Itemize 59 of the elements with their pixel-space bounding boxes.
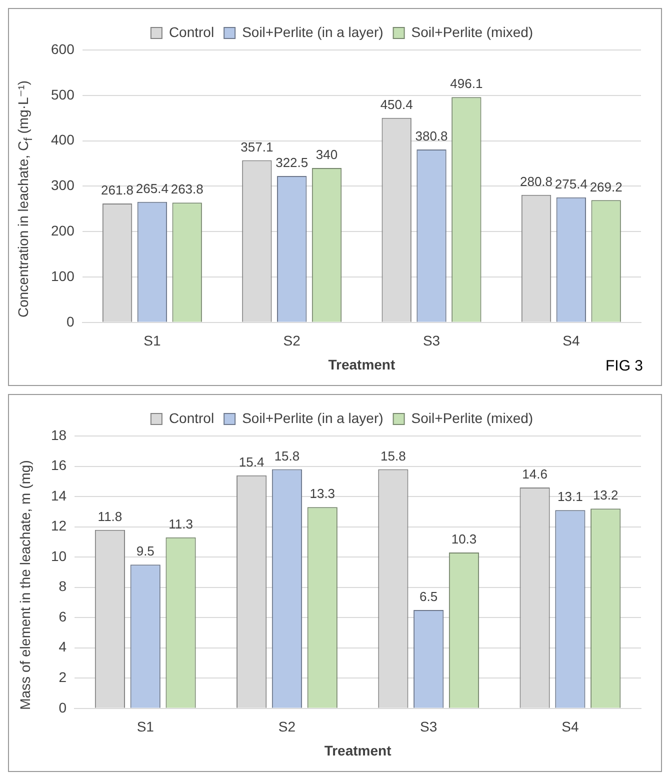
data-label: 275.4 bbox=[554, 176, 588, 192]
x-tick-label: S1 bbox=[144, 332, 161, 349]
data-label: 322.5 bbox=[276, 155, 308, 170]
data-label: 13.3 bbox=[310, 486, 336, 502]
data-label: 11.8 bbox=[98, 508, 122, 524]
data-label: 10.3 bbox=[451, 532, 477, 547]
x-axis-title: Treatment bbox=[328, 356, 396, 372]
x-tick-label: S1 bbox=[136, 718, 154, 735]
data-label: 261.8 bbox=[101, 182, 134, 198]
y-tick-label: 600 bbox=[51, 40, 75, 57]
x-tick-label: S3 bbox=[422, 332, 440, 349]
data-label: 269.2 bbox=[590, 179, 622, 194]
y-tick-label: 12 bbox=[50, 518, 67, 534]
y-tick-label: 18 bbox=[50, 426, 67, 443]
data-label: 357.1 bbox=[240, 139, 274, 154]
data-label: 11.3 bbox=[168, 516, 193, 532]
y-tick-label: 2 bbox=[58, 668, 67, 685]
data-label: 13.2 bbox=[592, 488, 618, 503]
x-tick-label: S2 bbox=[283, 332, 301, 349]
y-tick-label: 0 bbox=[66, 313, 75, 330]
legend-label: Soil+Perlite (mixed) bbox=[411, 24, 534, 40]
y-axis-title: Mass of element in the leachate, m (mg) bbox=[17, 460, 33, 710]
legend-label: Control bbox=[168, 24, 214, 40]
y-tick-label: 100 bbox=[51, 268, 75, 284]
data-label: 15.8 bbox=[274, 448, 300, 464]
data-label: 265.4 bbox=[136, 180, 168, 196]
x-tick-label: S4 bbox=[562, 718, 579, 735]
legend-label: Soil+Perlite (in a layer) bbox=[242, 410, 384, 426]
data-label: 450.4 bbox=[380, 96, 413, 112]
data-label: 380.8 bbox=[415, 128, 448, 144]
y-tick-label: 6 bbox=[58, 608, 67, 624]
x-axis-title: Treatment bbox=[324, 742, 392, 758]
x-tick-label: S4 bbox=[562, 332, 580, 349]
data-label: 9.5 bbox=[136, 544, 154, 559]
y-tick-label: 400 bbox=[51, 132, 75, 148]
data-label: 340 bbox=[316, 147, 338, 162]
y-tick-label: 500 bbox=[51, 86, 75, 102]
y-tick-label: 14 bbox=[50, 487, 67, 504]
x-tick-label: S2 bbox=[278, 718, 296, 735]
y-tick-label: 4 bbox=[58, 638, 67, 655]
legend-label: Control bbox=[168, 410, 214, 426]
x-tick-label: S3 bbox=[420, 718, 438, 735]
data-label: 280.8 bbox=[520, 174, 553, 189]
y-tick-label: 0 bbox=[58, 699, 67, 716]
data-label: 6.5 bbox=[420, 589, 438, 604]
y-tick-label: 200 bbox=[51, 222, 75, 238]
y-tick-label: 8 bbox=[58, 578, 67, 594]
caption: FIG 3 bbox=[605, 358, 643, 375]
y-tick-label: 300 bbox=[51, 177, 75, 194]
data-label: 13.1 bbox=[558, 489, 583, 504]
data-label: 263.8 bbox=[170, 182, 204, 197]
data-label: 496.1 bbox=[450, 76, 483, 92]
legend-label: Soil+Perlite (mixed) bbox=[411, 410, 534, 426]
data-label: 15.8 bbox=[380, 448, 406, 464]
data-label: 14.6 bbox=[522, 466, 548, 482]
data-label: 15.4 bbox=[238, 454, 264, 470]
y-tick-label: 10 bbox=[50, 548, 67, 564]
y-tick-label: 16 bbox=[50, 457, 67, 474]
legend-label: Soil+Perlite (in a layer) bbox=[242, 24, 384, 40]
